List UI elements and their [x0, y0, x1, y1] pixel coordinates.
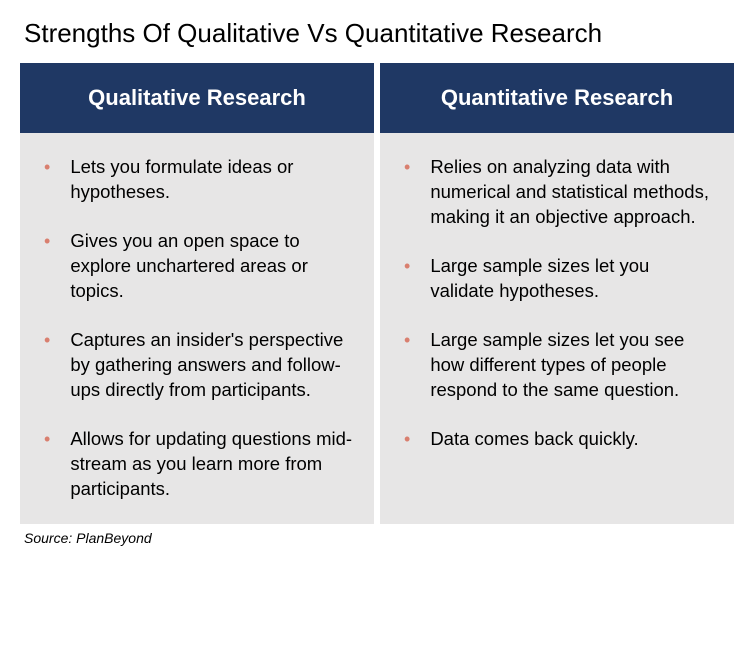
source-attribution: Source: PlanBeyond — [20, 530, 734, 546]
list-item: • Large sample sizes let you see how diff… — [398, 328, 716, 403]
list-item-text: Allows for updating questions mid-stream… — [70, 427, 356, 502]
column-header-quantitative: Quantitative Research — [380, 63, 734, 133]
bullet-icon: • — [404, 254, 410, 278]
list-item-text: Captures an insider's perspective by gat… — [70, 328, 356, 403]
bullet-icon: • — [44, 328, 50, 352]
column-body-qualitative: • Lets you formulate ideas or hypotheses.… — [20, 133, 374, 524]
bullet-icon: • — [44, 427, 50, 451]
list-item-text: Data comes back quickly. — [430, 427, 638, 452]
comparison-table: Qualitative Research • Lets you formulate… — [20, 63, 734, 524]
list-item: • Captures an insider's perspective by ga… — [38, 328, 356, 403]
list-item: • Allows for updating questions mid-strea… — [38, 427, 356, 502]
bullet-icon: • — [404, 155, 410, 179]
list-item: • Large sample sizes let you validate hyp… — [398, 254, 716, 304]
column-quantitative: Quantitative Research • Relies on analyzi… — [380, 63, 734, 524]
list-item-text: Large sample sizes let you see how diffe… — [430, 328, 716, 403]
list-item: • Lets you formulate ideas or hypotheses. — [38, 155, 356, 205]
list-item-text: Gives you an open space to explore uncha… — [70, 229, 356, 304]
column-qualitative: Qualitative Research • Lets you formulate… — [20, 63, 374, 524]
quantitative-list: • Relies on analyzing data with numerical… — [398, 155, 716, 452]
bullet-icon: • — [44, 229, 50, 253]
bullet-icon: • — [404, 427, 410, 451]
column-header-qualitative: Qualitative Research — [20, 63, 374, 133]
page-title: Strengths Of Qualitative Vs Quantitative… — [20, 18, 734, 49]
list-item: • Relies on analyzing data with numerical… — [398, 155, 716, 230]
list-item-text: Large sample sizes let you validate hypo… — [430, 254, 716, 304]
list-item-text: Relies on analyzing data with numerical … — [430, 155, 716, 230]
list-item: • Gives you an open space to explore unch… — [38, 229, 356, 304]
column-body-quantitative: • Relies on analyzing data with numerical… — [380, 133, 734, 524]
qualitative-list: • Lets you formulate ideas or hypotheses.… — [38, 155, 356, 502]
bullet-icon: • — [44, 155, 50, 179]
bullet-icon: • — [404, 328, 410, 352]
list-item: • Data comes back quickly. — [398, 427, 716, 452]
list-item-text: Lets you formulate ideas or hypotheses. — [70, 155, 356, 205]
